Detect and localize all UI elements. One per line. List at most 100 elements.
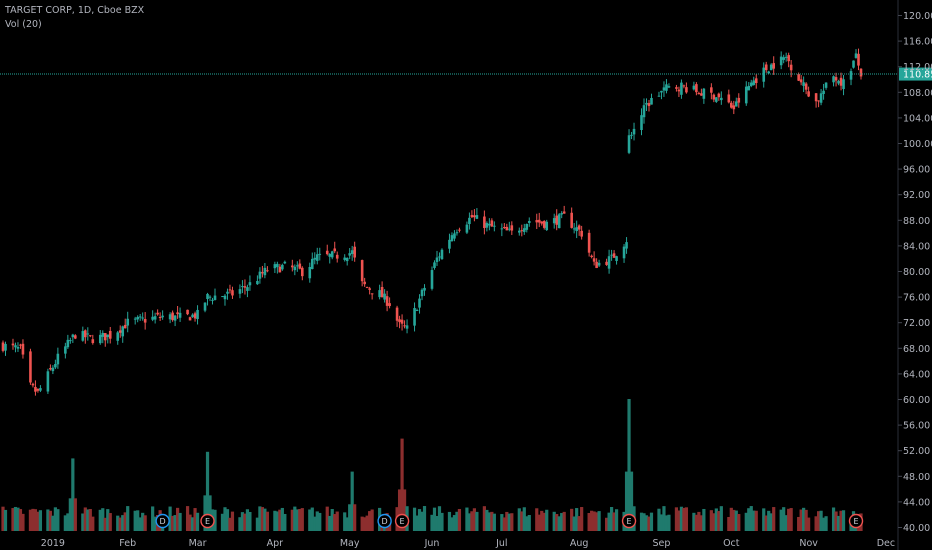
volume-bar bbox=[260, 507, 264, 531]
candle-body bbox=[353, 246, 356, 258]
volume-bar bbox=[81, 513, 85, 531]
volume-bar bbox=[126, 506, 130, 531]
candle-body bbox=[744, 86, 748, 104]
candle-body bbox=[378, 290, 381, 298]
candle-body bbox=[413, 308, 416, 326]
candle-body bbox=[243, 286, 247, 288]
candle-body bbox=[587, 232, 591, 253]
candle-body bbox=[151, 316, 154, 320]
candle-body bbox=[415, 310, 419, 312]
volume-bar bbox=[465, 507, 469, 531]
candle-body bbox=[577, 225, 581, 230]
volume-bar bbox=[265, 511, 269, 531]
candle-body bbox=[680, 82, 683, 95]
candle-body bbox=[318, 253, 322, 255]
candle-body bbox=[832, 76, 835, 83]
candle-body bbox=[221, 296, 224, 298]
candle-body bbox=[632, 128, 636, 135]
candle-body bbox=[49, 368, 52, 370]
candle-body bbox=[403, 325, 406, 327]
candle-body bbox=[508, 228, 511, 230]
candle-body bbox=[248, 282, 252, 286]
price-tick-label: 84.00 bbox=[903, 241, 930, 252]
candle-body bbox=[106, 334, 110, 338]
candle-body bbox=[555, 215, 559, 225]
volume-bar bbox=[522, 507, 526, 531]
price-tick-label: 116.00 bbox=[903, 37, 932, 48]
volume-bar bbox=[467, 513, 472, 531]
candle-body bbox=[822, 90, 825, 94]
earnings-marker-circle bbox=[200, 513, 215, 529]
candle-body bbox=[859, 68, 863, 77]
candle-body bbox=[178, 312, 182, 318]
volume-bar bbox=[542, 512, 546, 531]
volume-bar bbox=[570, 508, 574, 531]
earnings-event-marker: E bbox=[621, 513, 637, 529]
volume-bar bbox=[799, 509, 803, 531]
volume-bar bbox=[365, 515, 369, 531]
candle-body bbox=[610, 254, 613, 256]
volume-bar bbox=[540, 510, 544, 531]
candle-body bbox=[468, 217, 471, 225]
volume-bar bbox=[699, 515, 703, 531]
candle-body bbox=[143, 318, 147, 323]
volume-bar bbox=[572, 516, 576, 531]
volume-bar bbox=[31, 508, 35, 531]
price-axis[interactable]: 40.00 44.00 48.00 52.00 56.00 60.00 64.00 68.00… bbox=[897, 0, 932, 550]
candle-body bbox=[667, 86, 671, 88]
candle-body bbox=[580, 230, 583, 237]
volume-bar bbox=[370, 509, 374, 531]
symbol-title[interactable]: TARGET CORP, 1D, Cboe BZX bbox=[5, 5, 145, 16]
earnings-marker-circle bbox=[621, 513, 637, 529]
candle-body bbox=[782, 57, 785, 60]
candle-body bbox=[211, 299, 214, 301]
last-price-line: 110.85 bbox=[0, 67, 932, 81]
earnings-marker-label: E bbox=[400, 517, 405, 526]
volume-bar bbox=[363, 517, 367, 531]
candle-body bbox=[348, 253, 351, 256]
volume-bar bbox=[604, 517, 609, 531]
volume-bar bbox=[834, 511, 838, 531]
candle-body bbox=[852, 60, 855, 68]
candle-body bbox=[450, 235, 454, 242]
candle-body bbox=[717, 93, 721, 98]
candle-body bbox=[747, 85, 751, 91]
volume-bar bbox=[607, 512, 611, 531]
volume-bar bbox=[228, 517, 232, 531]
volume-bar bbox=[225, 509, 230, 531]
time-tick-label: Jul bbox=[495, 538, 507, 549]
volume-bar bbox=[213, 509, 217, 531]
candle-body bbox=[153, 316, 157, 320]
candle-body bbox=[677, 89, 681, 92]
volume-bar bbox=[816, 511, 821, 531]
candle-body bbox=[642, 105, 646, 118]
candle-body bbox=[837, 81, 840, 84]
volume-bar bbox=[797, 516, 801, 531]
candle-body bbox=[857, 53, 860, 66]
candle-body bbox=[505, 226, 509, 231]
candle-body bbox=[754, 78, 758, 84]
volume-bar bbox=[412, 507, 417, 531]
volume-bar bbox=[525, 516, 529, 531]
candle-body bbox=[325, 250, 329, 255]
candle-body bbox=[767, 71, 771, 74]
candle-body bbox=[296, 265, 299, 267]
volume-bar bbox=[133, 510, 137, 531]
volume-bar bbox=[782, 507, 786, 531]
time-axis[interactable]: 2019 Feb Mar Apr May Jun Jul Aug Sep Oct Nov Dec bbox=[41, 538, 895, 549]
candle-body bbox=[315, 254, 319, 261]
volume-indicator-label[interactable]: Vol (20) bbox=[5, 19, 42, 30]
volume-bar bbox=[737, 514, 741, 531]
volume-bar bbox=[450, 517, 454, 531]
price-tick-label: 120.00 bbox=[903, 11, 932, 22]
candle-body bbox=[84, 330, 87, 338]
volume-bar bbox=[420, 511, 424, 531]
earnings-event-marker: E bbox=[200, 513, 215, 529]
candle-body bbox=[732, 105, 736, 110]
price-tick-label: 108.00 bbox=[903, 88, 932, 99]
candle-body bbox=[313, 257, 317, 260]
price-tick-label: 80.00 bbox=[903, 267, 930, 278]
candle-body bbox=[814, 93, 818, 102]
